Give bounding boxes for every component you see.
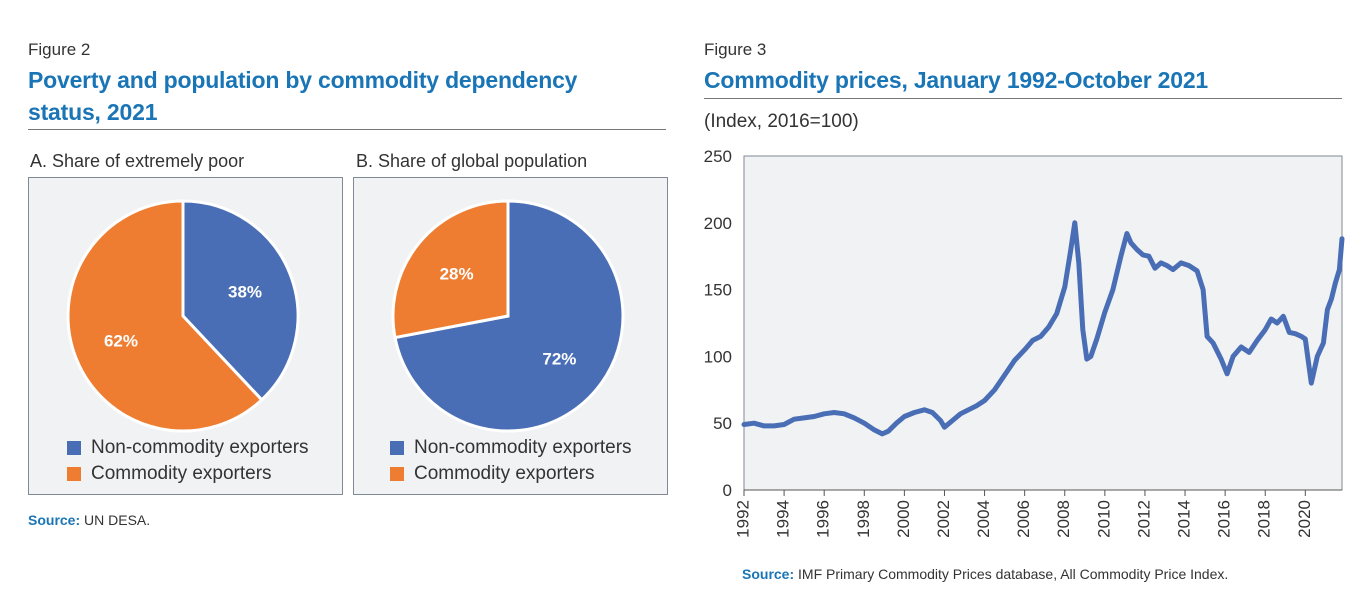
- pie-a-slice-commodity: [66, 199, 264, 433]
- figure2-title-line1: Poverty and population by commodity depe…: [28, 67, 578, 93]
- pie-a-slice-non-commodity: [181, 199, 300, 402]
- y-tick-label: 150: [704, 281, 732, 300]
- x-tick-label: 1992: [733, 500, 752, 538]
- legend-item-commodity: Commodity exporters: [390, 461, 632, 487]
- x-tick-label: 2016: [1215, 500, 1234, 538]
- pie-b-slice-commodity: [391, 199, 510, 340]
- line-chart: 0 50 100 150 200 250 1992 1994 1996 1998 2000 2002…: [704, 148, 1345, 538]
- x-tick-label: 2012: [1134, 500, 1153, 538]
- panel-a-legend: Non-commodity exporters Commodity export…: [67, 435, 309, 487]
- x-tick-label: 2014: [1175, 500, 1194, 538]
- legend-swatch-commodity: [67, 467, 81, 481]
- legend-label-non-commodity: Non-commodity exporters: [414, 437, 632, 458]
- y-tick-label: 250: [704, 148, 732, 166]
- legend-swatch-non-commodity: [390, 441, 404, 455]
- legend-label-non-commodity: Non-commodity exporters: [91, 437, 309, 458]
- x-tick-label: 2002: [934, 500, 953, 538]
- legend-item-non-commodity: Non-commodity exporters: [67, 435, 309, 461]
- x-tick-label: 2018: [1255, 500, 1274, 538]
- figure3-subtitle: (Index, 2016=100): [704, 111, 859, 132]
- figure2-source-text: UN DESA.: [80, 512, 151, 528]
- y-tick-label: 0: [723, 481, 732, 500]
- figure2-source-label: Source:: [28, 512, 81, 528]
- y-tick-label: 200: [704, 214, 732, 233]
- pie-b-label-non-commodity: 72%: [542, 350, 576, 369]
- figure2-title-line2: status, 2021: [28, 99, 158, 125]
- figure3-source-label: Source:: [742, 566, 795, 582]
- legend-item-commodity: Commodity exporters: [67, 461, 309, 487]
- series-line: [741, 220, 1345, 437]
- legend-swatch-non-commodity: [67, 441, 81, 455]
- y-tick-label: 100: [704, 347, 732, 366]
- panel-a: 38% 62% Non-commodity exporters Commodity…: [28, 177, 343, 495]
- y-tick-label: 50: [713, 414, 732, 433]
- plot-area: [743, 155, 1343, 491]
- panel-b-legend: Non-commodity exporters Commodity export…: [390, 435, 632, 487]
- x-tick-label: 2020: [1295, 500, 1314, 538]
- x-tick-label: 2000: [894, 500, 913, 538]
- x-tick-label: 2010: [1094, 500, 1113, 538]
- panel-a-title: A. Share of extremely poor: [30, 151, 245, 171]
- panel-b-title: B. Share of global population: [356, 151, 588, 171]
- pie-b-label-commodity: 28%: [440, 264, 474, 283]
- figure3-source: Source: IMF Primary Commodity Prices dat…: [742, 566, 1228, 582]
- legend-swatch-commodity: [390, 467, 404, 481]
- pie-a-label-non-commodity: 38%: [228, 282, 262, 301]
- panel-b: 72% 28% Non-commodity exporters Commodity…: [353, 177, 668, 495]
- x-tick-label: 2008: [1054, 500, 1073, 538]
- x-tick-label: 1994: [774, 500, 793, 538]
- figure3-title: Commodity prices, January 1992-October 2…: [704, 67, 1209, 93]
- legend-label-commodity: Commodity exporters: [91, 463, 272, 484]
- figure3-title-rule: [704, 98, 1342, 99]
- figure3-source-text: IMF Primary Commodity Prices database, A…: [794, 566, 1229, 582]
- figure2-title-rule: [28, 129, 666, 130]
- x-tick-label: 2006: [1014, 500, 1033, 538]
- figure3-label: Figure 3: [704, 40, 767, 59]
- pie-a-label-commodity: 62%: [104, 332, 138, 351]
- pie-b: 72% 28%: [391, 199, 625, 433]
- x-tick-label: 1996: [814, 500, 833, 538]
- legend-label-commodity: Commodity exporters: [414, 463, 595, 484]
- figure2-source: Source: UN DESA.: [28, 512, 150, 528]
- figure2-label: Figure 2: [28, 40, 91, 59]
- pie-a: 38% 62%: [66, 199, 300, 433]
- legend-item-non-commodity: Non-commodity exporters: [390, 435, 632, 461]
- x-tick-label: 1998: [854, 500, 873, 538]
- x-tick-label: 2004: [974, 500, 993, 538]
